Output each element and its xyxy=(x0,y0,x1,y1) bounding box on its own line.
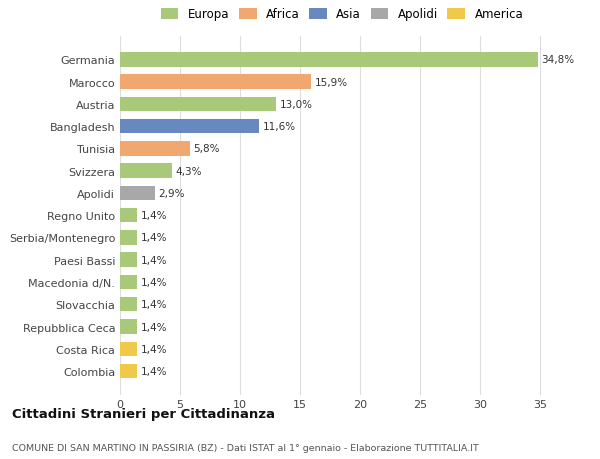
Text: 34,8%: 34,8% xyxy=(541,55,574,65)
Bar xyxy=(120,297,137,312)
Text: 5,8%: 5,8% xyxy=(193,144,220,154)
Text: 4,3%: 4,3% xyxy=(175,166,202,176)
Text: 1,4%: 1,4% xyxy=(140,322,167,332)
Text: COMUNE DI SAN MARTINO IN PASSIRIA (BZ) - Dati ISTAT al 1° gennaio - Elaborazione: COMUNE DI SAN MARTINO IN PASSIRIA (BZ) -… xyxy=(12,443,479,452)
Legend: Europa, Africa, Asia, Apolidi, America: Europa, Africa, Asia, Apolidi, America xyxy=(158,6,526,24)
Text: 11,6%: 11,6% xyxy=(263,122,296,132)
Bar xyxy=(120,164,172,179)
Bar xyxy=(120,231,137,245)
Text: 1,4%: 1,4% xyxy=(140,277,167,287)
Bar xyxy=(120,186,155,201)
Text: 1,4%: 1,4% xyxy=(140,344,167,354)
Bar xyxy=(120,53,538,67)
Bar xyxy=(120,253,137,268)
Bar xyxy=(120,120,259,134)
Bar xyxy=(120,364,137,379)
Text: 1,4%: 1,4% xyxy=(140,211,167,221)
Bar xyxy=(120,97,276,112)
Bar xyxy=(120,208,137,223)
Bar xyxy=(120,275,137,290)
Text: 1,4%: 1,4% xyxy=(140,300,167,309)
Text: 1,4%: 1,4% xyxy=(140,233,167,243)
Text: 2,9%: 2,9% xyxy=(158,189,185,198)
Text: 1,4%: 1,4% xyxy=(140,255,167,265)
Text: 1,4%: 1,4% xyxy=(140,366,167,376)
Bar xyxy=(120,342,137,356)
Bar xyxy=(120,319,137,334)
Bar xyxy=(120,142,190,157)
Text: 13,0%: 13,0% xyxy=(280,100,313,110)
Text: 15,9%: 15,9% xyxy=(314,78,347,87)
Text: Cittadini Stranieri per Cittadinanza: Cittadini Stranieri per Cittadinanza xyxy=(12,407,275,420)
Bar xyxy=(120,75,311,90)
